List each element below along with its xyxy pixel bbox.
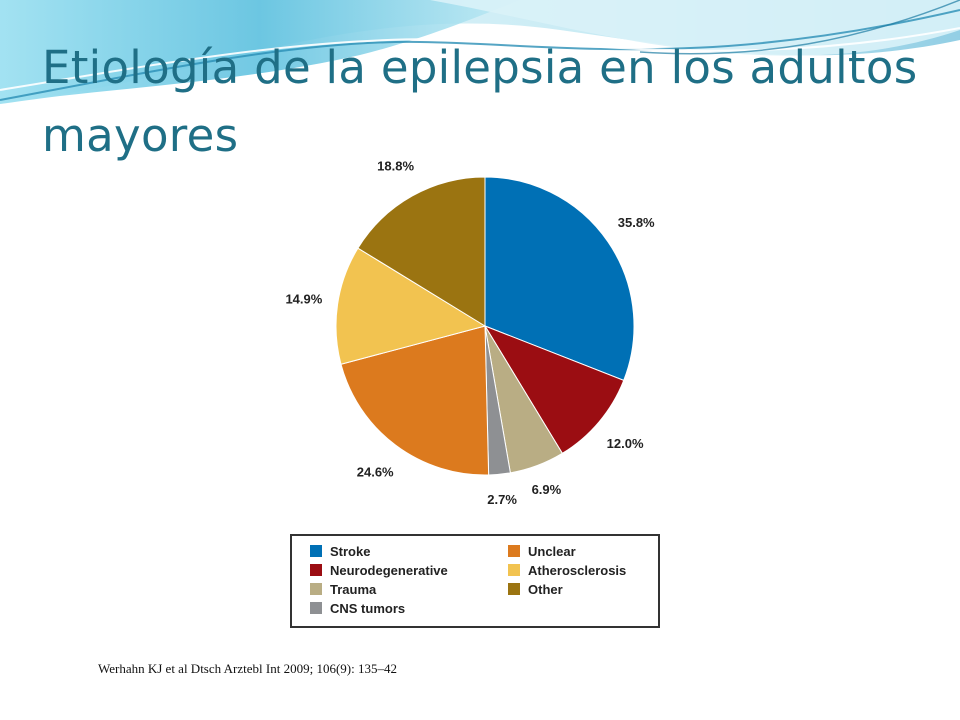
pie-slice-stroke <box>484 176 635 381</box>
legend-label: Stroke <box>330 543 371 559</box>
pie-label-stroke: 35.8% <box>618 215 655 230</box>
pie-slice-neurodegenerative <box>483 324 625 455</box>
legend-item-unclear: Unclear <box>508 542 576 560</box>
legend-swatch <box>310 583 322 595</box>
legend-label: Other <box>528 581 563 597</box>
pie-slice-atherosclerosis <box>335 247 487 365</box>
wave-line-1 <box>0 9 960 101</box>
legend-label: CNS tumors <box>330 600 406 616</box>
pie-label-other: 18.8% <box>377 158 414 173</box>
pie-label-neurodegenerative: 12.0% <box>607 436 644 451</box>
pie-slice-unclear <box>340 325 490 476</box>
legend-item-trauma: Trauma <box>310 580 376 598</box>
chart-panel: 35.8% 12.0% 6.9% 2.7% 24.6% 14.9% 18.8% Stroke… <box>268 158 680 654</box>
pie-label-cns-tumors: 2.7% <box>487 492 517 507</box>
pie-chart: 35.8% 12.0% 6.9% 2.7% 24.6% 14.9% 18.8% <box>285 158 655 507</box>
pie-label-atherosclerosis: 14.9% <box>285 292 322 307</box>
legend-swatch <box>508 583 520 595</box>
legend-label: Neurodegenerative <box>330 562 448 578</box>
legend-swatch <box>508 564 520 576</box>
slide-title: Etiología de la epilepsia en los adultos… <box>42 41 918 162</box>
wave-line-2 <box>0 27 960 91</box>
pie-label-trauma: 6.9% <box>532 482 562 497</box>
legend-label: Atherosclerosis <box>528 562 627 578</box>
legend-item-neurodegenerative: Neurodegenerative <box>310 561 448 579</box>
pie-label-unclear: 24.6% <box>357 464 394 479</box>
legend-label: Unclear <box>528 543 576 559</box>
wave-band-right <box>430 0 960 56</box>
legend-item-atherosclerosis: Atherosclerosis <box>508 561 626 579</box>
source-citation: Werhahn KJ et al Dtsch Arztebl Int 2009;… <box>98 661 397 676</box>
pie-slices <box>335 176 635 476</box>
legend-item-other: Other <box>508 580 563 598</box>
legend-swatch <box>508 545 520 557</box>
legend-swatch <box>310 602 322 614</box>
pie-percent-labels: 35.8% 12.0% 6.9% 2.7% 24.6% 14.9% 18.8% <box>285 158 655 507</box>
legend-item-stroke: Stroke <box>310 542 370 560</box>
legend-item-cns-tumors: CNS tumors <box>310 599 405 617</box>
pie-slice-other <box>357 176 486 327</box>
wave-line-3 <box>639 0 960 55</box>
legend-swatch <box>310 564 322 576</box>
wave-band-main <box>0 0 520 104</box>
legend-swatch <box>310 545 322 557</box>
chart-legend: Stroke Neurodegenerative Trauma CNS tumors U… <box>290 534 660 628</box>
legend-label: Trauma <box>330 581 377 597</box>
